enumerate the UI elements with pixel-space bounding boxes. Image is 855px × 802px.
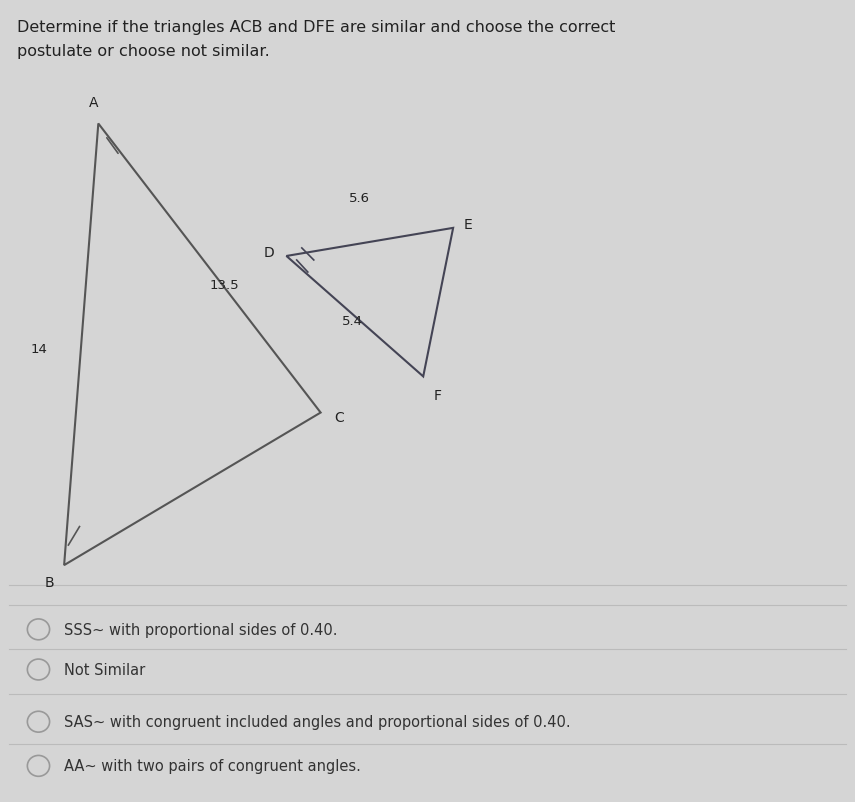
Text: E: E [463, 217, 472, 232]
Text: AA∼ with two pairs of congruent angles.: AA∼ with two pairs of congruent angles. [64, 759, 361, 773]
Text: Not Similar: Not Similar [64, 662, 145, 677]
Text: postulate or choose not similar.: postulate or choose not similar. [17, 44, 270, 59]
Text: 5.6: 5.6 [349, 192, 369, 205]
Text: C: C [334, 410, 344, 424]
Text: 13.5: 13.5 [209, 278, 239, 291]
Text: B: B [44, 575, 54, 589]
Text: SAS∼ with congruent included angles and proportional sides of 0.40.: SAS∼ with congruent included angles and … [64, 715, 571, 729]
Text: A: A [89, 96, 99, 110]
Text: 5.4: 5.4 [342, 314, 363, 327]
Text: 14: 14 [30, 342, 47, 355]
Text: D: D [263, 245, 274, 260]
Text: F: F [433, 389, 441, 403]
Text: Determine if the triangles ACB and DFE are similar and choose the correct: Determine if the triangles ACB and DFE a… [17, 20, 616, 35]
Text: SSS∼ with proportional sides of 0.40.: SSS∼ with proportional sides of 0.40. [64, 622, 338, 637]
